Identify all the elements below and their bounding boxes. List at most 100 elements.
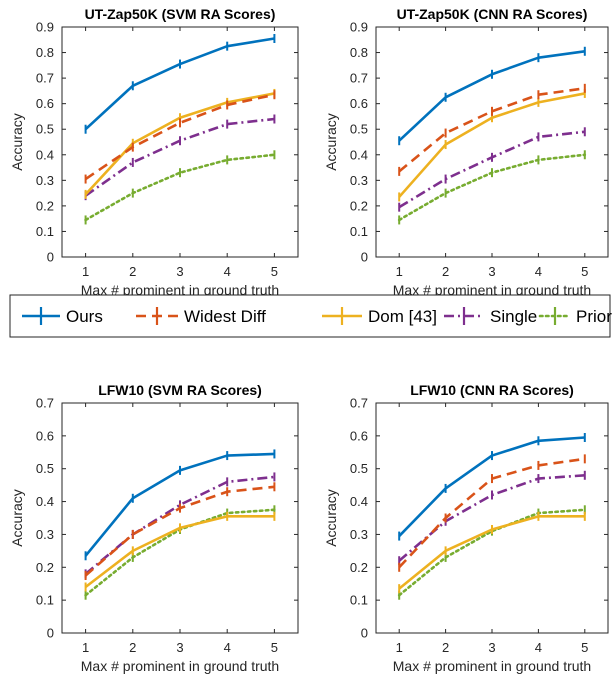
x-tick-label: 5 xyxy=(581,264,588,279)
series-ours xyxy=(84,34,276,134)
legend-label: Widest Diff xyxy=(184,307,266,326)
y-tick-label: 0.7 xyxy=(36,396,54,411)
y-tick-label: 0.3 xyxy=(36,173,54,188)
series-line-widest-diff xyxy=(84,93,275,181)
series-widest-diff xyxy=(84,90,276,184)
series-line-single xyxy=(84,475,275,575)
y-tick-label: 0.9 xyxy=(36,20,54,35)
y-tick-label: 0.2 xyxy=(36,198,54,213)
chart-1: 0 0.1 0.2 0.3 0.4 0.5 0.6 0.7 0.8 0.9 1 2 3 4 5 UT-Zap5… xyxy=(9,6,299,298)
legend-box xyxy=(9,294,611,338)
x-tick-label: 2 xyxy=(129,640,136,655)
series-dom-43 xyxy=(398,511,586,594)
y-axis-label: Accuracy xyxy=(9,489,25,547)
chart-title: UT-Zap50K (CNN RA Scores) xyxy=(397,6,588,22)
chart-4: 0 0.1 0.2 0.3 0.4 0.5 0.6 0.7 1 2 3 4 5 LFW10 (CNN RA… xyxy=(323,382,609,674)
y-tick-label: 0.6 xyxy=(36,428,54,443)
x-tick-label: 4 xyxy=(535,264,542,279)
y-tick-label: 0 xyxy=(47,626,54,641)
x-tick-label: 3 xyxy=(488,640,495,655)
x-tick-label: 2 xyxy=(129,264,136,279)
y-axis-label: Accuracy xyxy=(323,113,339,171)
x-tick-label: 4 xyxy=(224,264,231,279)
legend-item-widest-diff: Widest Diff xyxy=(136,307,266,326)
x-tick-label: 1 xyxy=(82,640,89,655)
x-tick-label: 2 xyxy=(442,264,449,279)
x-tick-label: 1 xyxy=(396,264,403,279)
y-tick-label: 0.2 xyxy=(350,560,368,575)
y-tick-label: 0 xyxy=(361,250,368,265)
series-single xyxy=(398,470,586,566)
x-axis-label: Max # prominent in ground truth xyxy=(393,658,591,674)
y-tick-label: 0.1 xyxy=(36,224,54,239)
y-tick-label: 0.6 xyxy=(350,428,368,443)
legend-label: Ours xyxy=(66,307,103,326)
series-line-widest-diff xyxy=(398,87,585,173)
chart-title: LFW10 (SVM RA Scores) xyxy=(98,382,262,398)
legend-label: Dom [43] xyxy=(368,307,437,326)
series-ours xyxy=(398,46,586,146)
y-tick-label: 0.1 xyxy=(350,593,368,608)
legend-item-prior: Prior xyxy=(538,307,612,326)
x-tick-label: 3 xyxy=(176,264,183,279)
x-tick-label: 5 xyxy=(271,640,278,655)
legend-item-ours: Ours xyxy=(22,307,103,326)
x-tick-label: 4 xyxy=(535,640,542,655)
y-tick-label: 0.8 xyxy=(350,45,368,60)
legend-item-dom-43: Dom [43] xyxy=(322,307,437,326)
y-tick-label: 0.8 xyxy=(36,45,54,60)
y-tick-label: 0.3 xyxy=(36,527,54,542)
x-tick-label: 4 xyxy=(224,640,231,655)
y-tick-label: 0.2 xyxy=(350,198,368,213)
x-tick-label: 2 xyxy=(442,640,449,655)
x-axis-label: Max # prominent in ground truth xyxy=(81,282,279,298)
series-widest-diff xyxy=(84,482,276,580)
y-axis-label: Accuracy xyxy=(323,489,339,547)
y-tick-label: 0.7 xyxy=(350,396,368,411)
y-tick-label: 0.1 xyxy=(350,224,368,239)
y-tick-label: 0.6 xyxy=(350,96,368,111)
series-prior xyxy=(397,150,587,225)
plot-area xyxy=(61,402,299,634)
chart-title: LFW10 (CNN RA Scores) xyxy=(410,382,574,398)
y-tick-label: 0.9 xyxy=(350,20,368,35)
y-axis-label: Accuracy xyxy=(9,113,25,171)
series-ours xyxy=(84,449,276,561)
x-tick-label: 1 xyxy=(396,640,403,655)
series-ours xyxy=(398,433,586,541)
y-tick-label: 0.5 xyxy=(36,122,54,137)
y-tick-label: 0.2 xyxy=(36,560,54,575)
x-tick-label: 3 xyxy=(176,640,183,655)
y-tick-label: 0.5 xyxy=(350,461,368,476)
x-tick-label: 5 xyxy=(271,264,278,279)
y-tick-label: 0.3 xyxy=(350,527,368,542)
y-tick-label: 0 xyxy=(47,250,54,265)
series-single xyxy=(84,114,276,201)
series-prior xyxy=(84,150,276,225)
series-widest-diff xyxy=(398,83,586,176)
x-tick-label: 1 xyxy=(82,264,89,279)
series-dom-43 xyxy=(84,511,276,592)
plot-area xyxy=(375,402,609,634)
series-single xyxy=(398,127,586,212)
x-axis-label: Max # prominent in ground truth xyxy=(81,658,279,674)
legend-label: Prior xyxy=(576,307,612,326)
y-tick-label: 0.1 xyxy=(36,593,54,608)
y-tick-label: 0.3 xyxy=(350,173,368,188)
y-tick-label: 0.4 xyxy=(36,147,54,162)
x-tick-label: 3 xyxy=(488,264,495,279)
plot-area xyxy=(375,26,609,258)
y-tick-label: 0.5 xyxy=(350,122,368,137)
chart-2: 0 0.1 0.2 0.3 0.4 0.5 0.6 0.7 0.8 0.9 1 2 3 4 5 UT-Zap5… xyxy=(323,6,609,298)
chart-3: 0 0.1 0.2 0.3 0.4 0.5 0.6 0.7 1 2 3 4 5 LFW10 (SVM RA… xyxy=(9,382,299,674)
y-tick-label: 0.4 xyxy=(36,494,54,509)
legend-item-single: Single xyxy=(444,307,537,326)
y-tick-label: 0.5 xyxy=(36,461,54,476)
y-tick-label: 0.4 xyxy=(350,147,368,162)
y-tick-label: 0.6 xyxy=(36,96,54,111)
chart-title: UT-Zap50K (SVM RA Scores) xyxy=(85,6,276,22)
y-tick-label: 0.4 xyxy=(350,494,368,509)
y-tick-label: 0.7 xyxy=(350,71,368,86)
x-axis-label: Max # prominent in ground truth xyxy=(393,282,591,298)
